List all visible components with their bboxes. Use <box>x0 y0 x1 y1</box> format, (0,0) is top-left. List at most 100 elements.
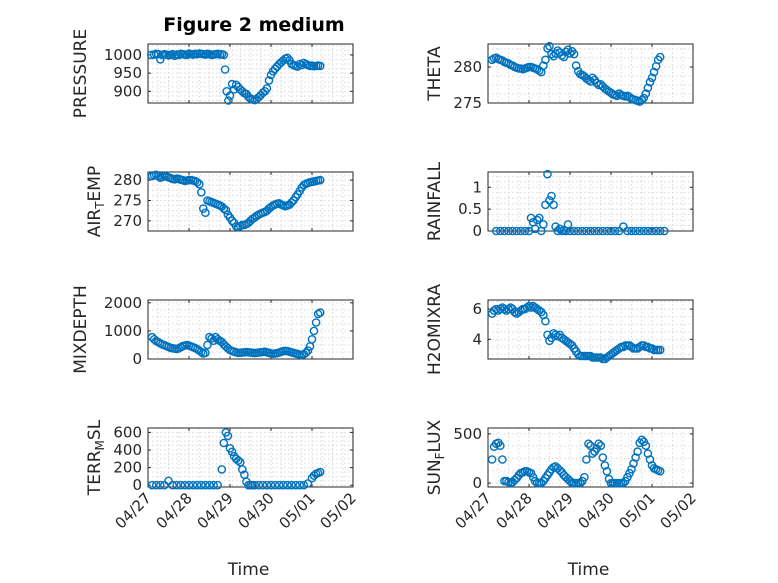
data-point <box>641 89 651 98</box>
data-point <box>553 46 563 55</box>
data-point <box>565 226 575 236</box>
data-point <box>219 204 229 213</box>
y-axis-label: THETA <box>425 46 445 102</box>
data-point <box>539 61 548 70</box>
axes-frame <box>147 299 354 360</box>
data-point <box>551 222 560 231</box>
y-tick-label: 500 <box>453 425 482 443</box>
x-tick-label: 04/29 <box>534 489 577 532</box>
data-point <box>203 340 212 350</box>
data-point <box>547 191 556 201</box>
data-point <box>487 55 497 65</box>
data-point <box>295 480 305 490</box>
data-point <box>500 304 509 314</box>
data-point <box>651 226 661 236</box>
data-point <box>535 213 544 223</box>
data-point <box>594 226 604 236</box>
data-point <box>627 226 636 236</box>
panel-h2omixra: 4 6 H2OMIXRA <box>425 284 694 375</box>
data-point <box>598 226 608 236</box>
data-point <box>619 342 628 352</box>
data-point <box>537 478 546 488</box>
data-point <box>188 480 198 490</box>
data-point <box>495 226 505 236</box>
data-point <box>495 304 505 314</box>
data-point <box>532 215 542 225</box>
data-point <box>201 348 210 358</box>
data-point <box>201 480 210 490</box>
data-point <box>582 226 591 236</box>
x-tick-label: 05/02 <box>317 489 360 532</box>
data-point <box>315 61 325 71</box>
data-point <box>254 480 264 490</box>
data-point <box>293 62 302 71</box>
data-point <box>576 478 585 488</box>
y-tick-label: 0 <box>472 222 482 240</box>
data-point <box>270 480 280 490</box>
data-point <box>602 226 612 236</box>
y-tick-label: 2000 <box>104 294 142 312</box>
y-tick-label: 0 <box>132 350 142 368</box>
data-point <box>512 226 522 236</box>
x-tick-label: 05/02 <box>657 489 700 532</box>
data-point <box>491 226 501 236</box>
data-point <box>287 198 296 207</box>
x-tick-label: 05/01 <box>616 489 659 532</box>
data-point <box>184 480 194 490</box>
y-tick-label: 275 <box>113 191 142 209</box>
data-point <box>237 465 247 474</box>
data-point <box>592 78 601 88</box>
data-point <box>264 76 274 85</box>
data-point <box>596 441 606 451</box>
data-point <box>582 455 591 464</box>
data-point <box>635 226 645 236</box>
data-point <box>641 441 651 451</box>
data-point <box>594 439 604 449</box>
data-point <box>645 77 655 87</box>
y-tick-label: 275 <box>453 94 482 112</box>
data-point <box>220 65 230 74</box>
y-axis-label: AIRTEMP <box>85 166 107 237</box>
data-point <box>262 480 272 490</box>
data-point <box>301 348 311 358</box>
data-point <box>647 344 657 353</box>
data-point <box>283 480 292 490</box>
data-point <box>307 334 317 344</box>
data-point <box>535 66 544 75</box>
data-point <box>168 49 177 59</box>
data-point <box>655 226 665 236</box>
data-point <box>155 55 165 64</box>
y-axis-label: MIXDEPTH <box>71 285 91 374</box>
data-point <box>647 73 657 83</box>
data-point <box>176 480 186 490</box>
figure-title: Figure 2 medium <box>163 14 344 36</box>
data-point <box>553 226 563 236</box>
data-point <box>508 226 517 236</box>
y-axis-label: RAINFALL <box>425 161 445 241</box>
data-point <box>274 480 284 490</box>
data-point <box>498 455 507 464</box>
data-point <box>155 480 165 490</box>
data-point <box>596 353 606 362</box>
data-point <box>539 220 548 229</box>
data-point <box>209 480 218 490</box>
data-point <box>561 47 571 57</box>
data-point <box>606 226 616 236</box>
data-point <box>299 480 309 490</box>
data-point <box>633 447 642 456</box>
y-tick-label: 6 <box>472 300 482 318</box>
data-point <box>500 226 509 236</box>
data-point <box>182 50 192 60</box>
y-tick-label: 400 <box>113 441 142 459</box>
data-point <box>223 431 233 441</box>
data-point <box>655 466 665 476</box>
data-point <box>224 96 233 105</box>
axes-frame <box>147 171 354 232</box>
y-tick-label: 280 <box>453 58 482 76</box>
data-point <box>196 187 206 197</box>
data-point <box>219 50 229 60</box>
data-point <box>180 480 190 490</box>
data-point <box>522 303 532 312</box>
